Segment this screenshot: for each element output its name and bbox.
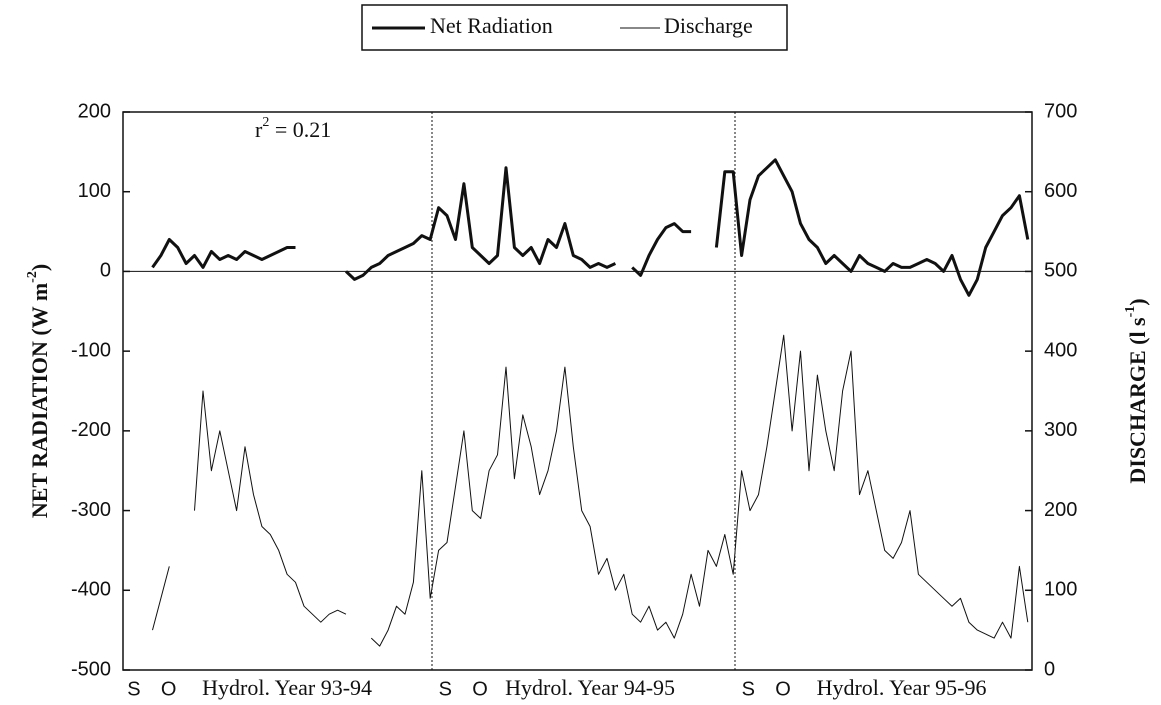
y-tick-label: -400 (71, 579, 111, 601)
y-axis-label: NET RADIATION (W m-2) (25, 264, 52, 518)
y2-tick-label: 500 (1044, 260, 1077, 282)
y-tick-label: 200 (78, 100, 111, 122)
series-line (194, 390, 347, 623)
y2-tick-label: 300 (1044, 419, 1077, 441)
y2-tick-label: 400 (1044, 339, 1077, 361)
x-tick-label: Hydrol. Year 95-96 (817, 675, 987, 700)
series-line (631, 222, 692, 277)
y2-tick-label: 200 (1044, 499, 1077, 521)
x-tick-label: O (775, 678, 791, 700)
x-tick-label: O (161, 678, 177, 700)
y-tick-label: 0 (100, 260, 111, 282)
y-tick-label: -300 (71, 499, 111, 521)
legend-label: Discharge (664, 13, 753, 38)
y2-tick-label: 600 (1044, 180, 1077, 202)
series-line (370, 334, 1029, 647)
plot-frame (122, 111, 1033, 671)
y2-tick-label: 0 (1044, 658, 1055, 680)
x-tick-label: S (127, 678, 140, 700)
series-line (151, 238, 296, 269)
y-tick-label: -500 (71, 658, 111, 680)
y-tick-label: 100 (78, 180, 111, 202)
x-tick-label: O (472, 678, 488, 700)
y2-tick-label: 700 (1044, 100, 1077, 122)
series-line (714, 158, 1030, 297)
annotation: r2 = 0.21 (255, 115, 331, 142)
x-tick-label: S (742, 678, 755, 700)
x-tick-label: Hydrol. Year 94-95 (505, 675, 675, 700)
y2-axis-label: DISCHARGE (l s-1) (1123, 298, 1150, 483)
series-line (152, 566, 170, 631)
y2-tick-label: 100 (1044, 579, 1077, 601)
y-tick-label: -200 (71, 419, 111, 441)
series-line (344, 166, 617, 281)
x-tick-label: Hydrol. Year 93-94 (202, 675, 372, 700)
legend-label: Net Radiation (430, 13, 553, 38)
x-tick-label: S (439, 678, 452, 700)
y-tick-label: -100 (71, 339, 111, 361)
legend-box (361, 4, 788, 51)
